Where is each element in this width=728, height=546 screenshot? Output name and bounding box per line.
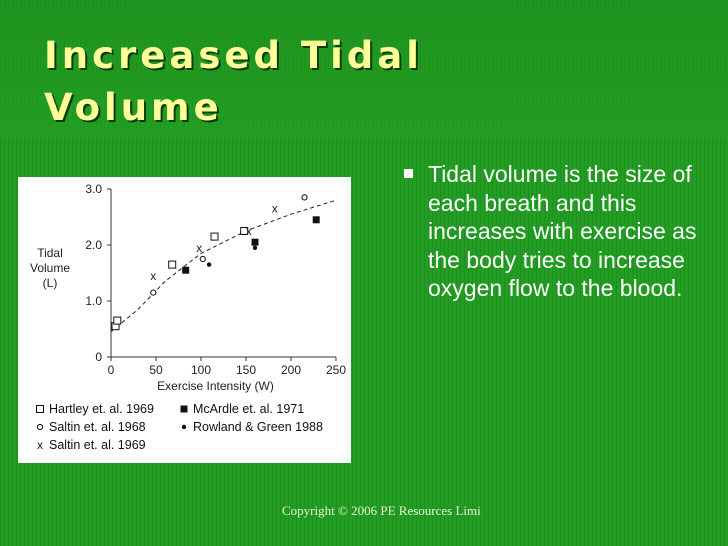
data-point-saltin-et-al-1968 bbox=[199, 255, 206, 263]
y-tick-label: 3.0 bbox=[85, 182, 102, 196]
x-tick-label: 200 bbox=[281, 363, 301, 377]
y-tick-label: 1.0 bbox=[85, 294, 102, 308]
data-point-saltin-et-al-1969: x bbox=[272, 202, 278, 216]
trend-line bbox=[110, 199, 337, 333]
data-point-saltin-et-al-1969: x bbox=[150, 269, 156, 283]
legend-marker bbox=[180, 405, 188, 413]
data-point-rowland-green-1988 bbox=[206, 262, 212, 267]
square-bullet-icon bbox=[404, 169, 413, 178]
y-axis-label-line: Volume bbox=[30, 261, 70, 275]
y-axis-label-line: (L) bbox=[43, 276, 58, 290]
slide-title: Increased Tidal Volume bbox=[44, 34, 423, 129]
legend-marker bbox=[181, 424, 187, 430]
y-tick-label: 0 bbox=[95, 350, 102, 364]
copyright-footer: Copyright © 2006 PE Resources Limi bbox=[282, 503, 481, 518]
data-point-rowland-green-1988 bbox=[252, 245, 258, 250]
chart-canvas: 0 50 100 150 200 250 0 1.0 2.0 3.0 Exercise Intens… bbox=[30, 182, 346, 452]
data-point-mcardle-et-al-1971 bbox=[312, 216, 320, 224]
data-point-saltin-et-al-1969: x bbox=[246, 224, 252, 238]
legend-label: Rowland & Green 1988 bbox=[193, 420, 323, 434]
legend-marker bbox=[36, 423, 44, 431]
data-point-hartley-et-al-1969 bbox=[113, 316, 122, 325]
legend-marker: x bbox=[37, 438, 43, 452]
y-axis-label-line: Tidal bbox=[37, 246, 63, 260]
title-band bbox=[0, 0, 728, 140]
data-point-hartley-et-al-1969 bbox=[168, 260, 177, 269]
y-tick-label: 2.0 bbox=[85, 238, 102, 252]
data-point-saltin-et-al-1968 bbox=[301, 194, 308, 201]
data-point-saltin-et-al-1968 bbox=[150, 289, 157, 296]
legend-label: Saltin et. al. 1969 bbox=[49, 438, 146, 452]
tidal-volume-chart: 0 50 100 150 200 250 0 1.0 2.0 3.0 Exercise Intens… bbox=[18, 177, 351, 463]
legend-label: Hartley et. al. 1969 bbox=[49, 402, 154, 416]
x-axis-label: Exercise Intensity (W) bbox=[157, 379, 274, 393]
data-point-hartley-et-al-1969 bbox=[240, 227, 249, 235]
x-tick-label: 50 bbox=[149, 363, 163, 377]
x-tick-label: 150 bbox=[236, 363, 256, 377]
x-tick-label: 100 bbox=[191, 363, 211, 377]
legend-label: Saltin et. al. 1968 bbox=[49, 420, 146, 434]
legend-marker bbox=[36, 405, 44, 413]
data-point-mcardle-et-al-1971 bbox=[251, 238, 259, 246]
data-point-hartley-et-al-1969 bbox=[210, 232, 219, 241]
x-tick-label: 250 bbox=[326, 363, 346, 377]
legend-label: McArdle et. al. 1971 bbox=[193, 402, 304, 416]
x-tick-label: 0 bbox=[108, 363, 115, 377]
data-point-saltin-et-al-1969: x bbox=[196, 241, 202, 255]
bullet-text: Tidal volume is the size of each breath … bbox=[428, 161, 697, 301]
data-point-mcardle-et-al-1971 bbox=[182, 266, 190, 274]
